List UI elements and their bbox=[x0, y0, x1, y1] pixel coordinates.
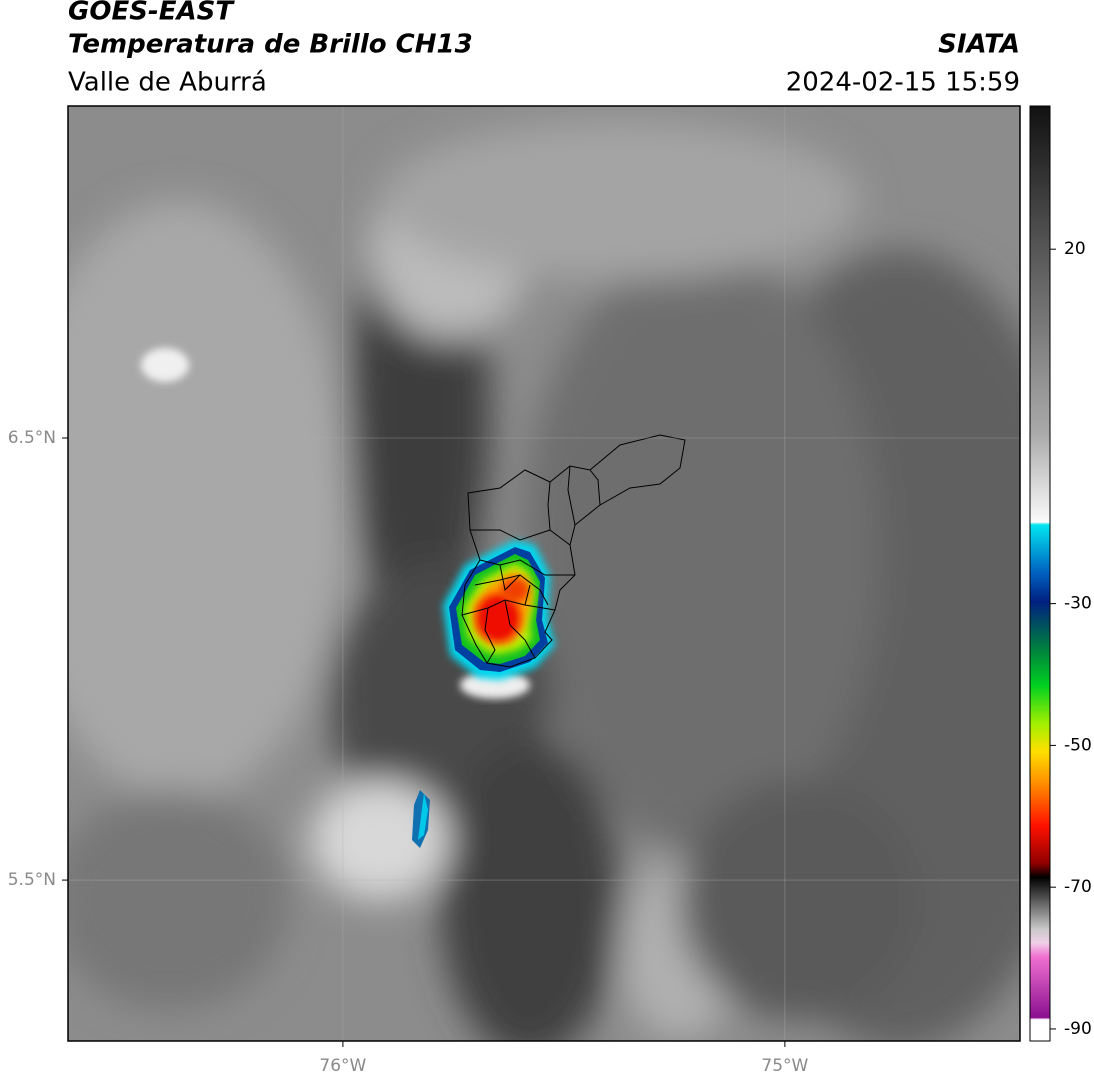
colorbar-tick-label: -30 bbox=[1064, 594, 1092, 614]
region: Valle de Aburrá bbox=[68, 68, 267, 98]
graticule: 76°W 75°W 6.5°N 5.5°N bbox=[8, 106, 1020, 1076]
y-tick-label: 5.5°N bbox=[8, 870, 56, 890]
municipal-boundaries bbox=[461, 434, 686, 668]
subtitle: Temperatura de Brillo CH13 bbox=[68, 30, 473, 60]
title: GOES-EAST bbox=[68, 0, 235, 27]
colorbar-tick-label: -90 bbox=[1064, 1019, 1092, 1039]
x-tick-label: 75°W bbox=[761, 1056, 808, 1076]
timestamp: 2024-02-15 15:59 bbox=[786, 68, 1020, 98]
colorbar-tick-label: -50 bbox=[1064, 735, 1092, 755]
x-tick-label: 76°W bbox=[319, 1056, 366, 1076]
source: SIATA bbox=[938, 30, 1020, 60]
colorbar bbox=[1029, 105, 1051, 1042]
colorbar-tick-label: -70 bbox=[1064, 877, 1092, 897]
colorbar-ticks: 20 -30 -50 -70 -90 bbox=[1050, 239, 1092, 1039]
map-frame bbox=[67, 105, 1021, 1042]
colorbar-tick-label: 20 bbox=[1064, 239, 1086, 259]
satellite-image bbox=[68, 106, 1020, 1041]
y-tick-label: 6.5°N bbox=[8, 428, 56, 448]
